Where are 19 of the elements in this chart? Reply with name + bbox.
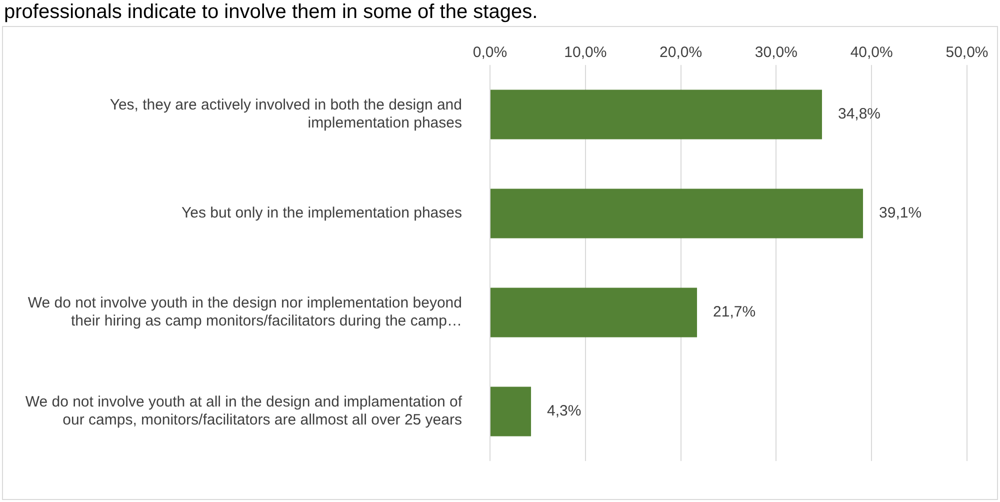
data-label: 39,1% <box>879 204 922 222</box>
x-tick-label: 30,0% <box>754 44 798 62</box>
y-tick-label: Yes but only in the implementation phases <box>182 204 462 222</box>
data-label: 21,7% <box>713 304 756 321</box>
y-tick-label: Yes, they are actively involved in both the design and implementation phases <box>110 96 462 132</box>
data-label: 34,8% <box>838 106 881 123</box>
x-tick-label: 40,0% <box>850 44 893 62</box>
bar <box>490 288 698 338</box>
x-tick-label: 10,0% <box>564 44 607 62</box>
x-tick-label: 50,0% <box>946 44 988 62</box>
bar <box>490 90 822 140</box>
text: professionals indicate to involve them in some of the stages. <box>3 0 539 25</box>
data-label: 4,3% <box>547 402 582 420</box>
y-tick-label: We do not involve youth at all in the design and implamentation of our camps, monitors/facilitators are allmost all over 25 years <box>25 394 463 429</box>
bar <box>490 188 864 238</box>
x-tick-label: 20,0% <box>660 44 702 62</box>
y-tick-label: We do not involve youth in the design nor implementation beyond their hiring as camp monitors/facilitators during the camp… <box>28 294 462 330</box>
x-tick-label: 0,0% <box>472 44 508 62</box>
bar <box>490 386 532 436</box>
